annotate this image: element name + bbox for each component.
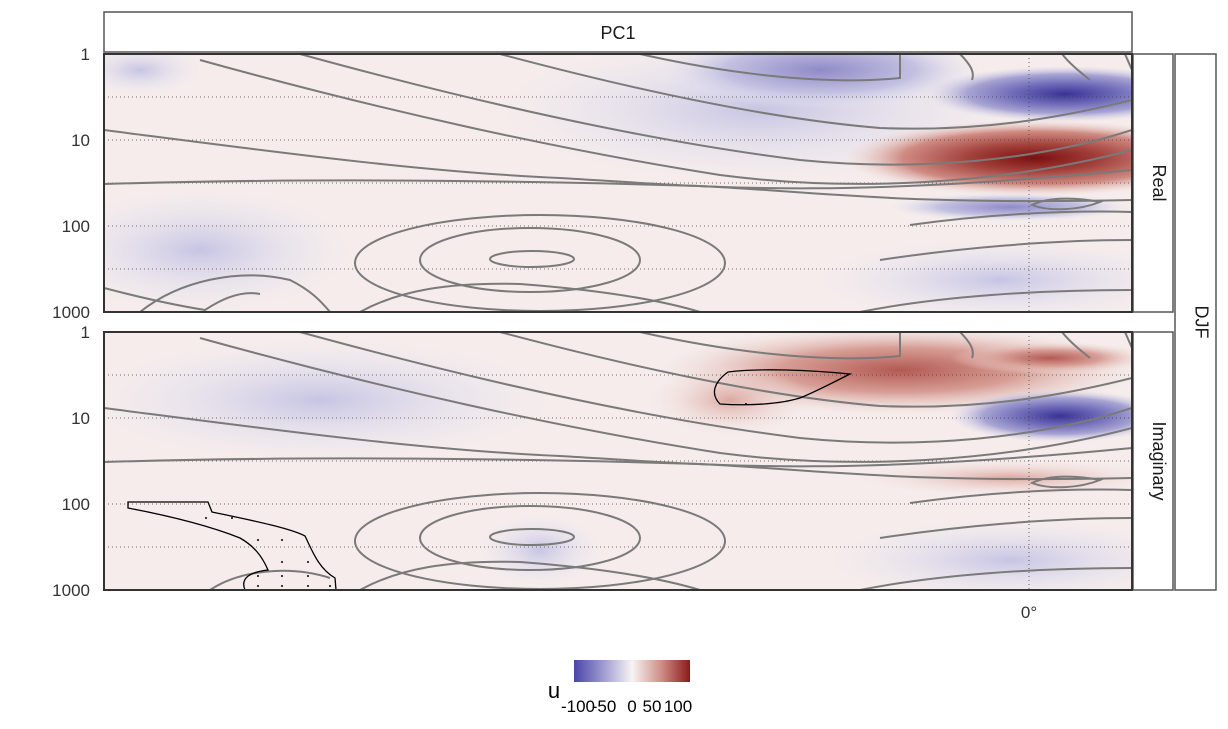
faint-blue-region [104, 54, 200, 95]
contour-line [299, 54, 1132, 166]
significance-dot [257, 539, 259, 541]
y-tick-label: 1 [81, 45, 90, 64]
y-tick-label: 1 [81, 323, 90, 342]
contour-line [1124, 54, 1132, 71]
y-axis-imaginary: 1 10 100 1000 [52, 323, 90, 600]
y-tick-label: 10 [71, 131, 90, 150]
contour-line [879, 517, 1132, 539]
contour-line [959, 54, 974, 81]
contour-line [139, 274, 331, 312]
significance-region [127, 501, 337, 591]
significance-dot [307, 561, 309, 563]
panel-strip-real [1132, 53, 1174, 313]
significance-dot [205, 517, 207, 519]
panel-label-real: Real [1149, 164, 1169, 201]
contour-line [909, 488, 1132, 504]
legend-tick-label: -100 [561, 697, 595, 716]
blue-anomaly-lower [890, 193, 1130, 221]
y-tick-label: 1000 [52, 303, 90, 322]
contour-line [104, 129, 1132, 190]
significance-dot [281, 575, 283, 577]
faint-blue-region [104, 190, 350, 310]
significance-contours [127, 369, 853, 591]
contour-line [639, 54, 901, 82]
contours-real [104, 54, 1132, 312]
y-tick-label: 100 [62, 495, 90, 514]
facet-strip [103, 11, 1133, 53]
significance-dot [745, 403, 747, 405]
legend-tick-label: 100 [664, 697, 692, 716]
contour-line [909, 210, 1132, 226]
contour-line [1061, 332, 1091, 359]
panel-real-border [103, 53, 1133, 313]
x-tick-label: 0° [1021, 603, 1037, 622]
panel-imaginary-border [103, 331, 1133, 591]
blue-anomaly-core [925, 66, 1132, 122]
y-tick-label: 10 [71, 409, 90, 428]
contour-line [359, 560, 701, 590]
legend-tick-label: 50 [643, 697, 662, 716]
significance-dot [281, 539, 283, 541]
contour-line [959, 332, 974, 359]
legend: u -100 -50 0 50 100 [548, 660, 692, 716]
red-anomaly-left [650, 365, 810, 435]
contour-line [859, 567, 1132, 590]
legend-tick-label: -50 [592, 697, 617, 716]
season-label: DJF [1192, 306, 1212, 339]
contour-line [199, 59, 1132, 185]
contour-line [199, 337, 1132, 463]
significance-dot [281, 561, 283, 563]
contour-line [859, 289, 1132, 312]
y-tick-label: 100 [62, 217, 90, 236]
panel-label-imaginary: Imaginary [1149, 421, 1169, 500]
y-tick-label: 1000 [52, 581, 90, 600]
contour-line [499, 332, 1132, 408]
contour-line [639, 332, 901, 360]
significance-dots [205, 403, 747, 587]
contour-line [419, 227, 641, 293]
significance-dot [257, 585, 259, 587]
faint-blue-region [830, 520, 1132, 590]
contour-line [489, 250, 575, 268]
contour-line [104, 407, 1132, 468]
contour-line [879, 239, 1132, 261]
contour-line [499, 54, 1132, 130]
contour-line [299, 332, 1132, 444]
faint-blue-region [820, 240, 1132, 312]
faint-blue-region [104, 340, 550, 460]
significance-dot [307, 585, 309, 587]
contour-line [1029, 475, 1104, 489]
significance-dot [281, 585, 283, 587]
contour-line [419, 505, 641, 571]
significance-dot [307, 575, 309, 577]
contour-line [359, 282, 701, 312]
contour-line [1029, 197, 1104, 211]
legend-title: u [548, 678, 560, 703]
red-anomaly-upper-core [950, 342, 1132, 374]
legend-tick-label: 0 [627, 697, 636, 716]
contour-line [1124, 332, 1132, 349]
contour-line [104, 287, 261, 312]
significance-region [713, 369, 853, 406]
significance-dot [231, 517, 233, 519]
panel-strip-imaginary [1132, 331, 1174, 591]
contour-line [1061, 54, 1091, 81]
season-strip [1174, 53, 1217, 591]
faint-blue-region [480, 515, 600, 585]
facet-title: PC1 [600, 23, 635, 43]
y-axis-real: 1 10 100 1000 [52, 45, 90, 322]
contour-line [489, 528, 575, 546]
legend-colorbar [574, 660, 690, 682]
contour-line [209, 569, 331, 590]
significance-dot [329, 585, 331, 587]
significance-dot [257, 575, 259, 577]
